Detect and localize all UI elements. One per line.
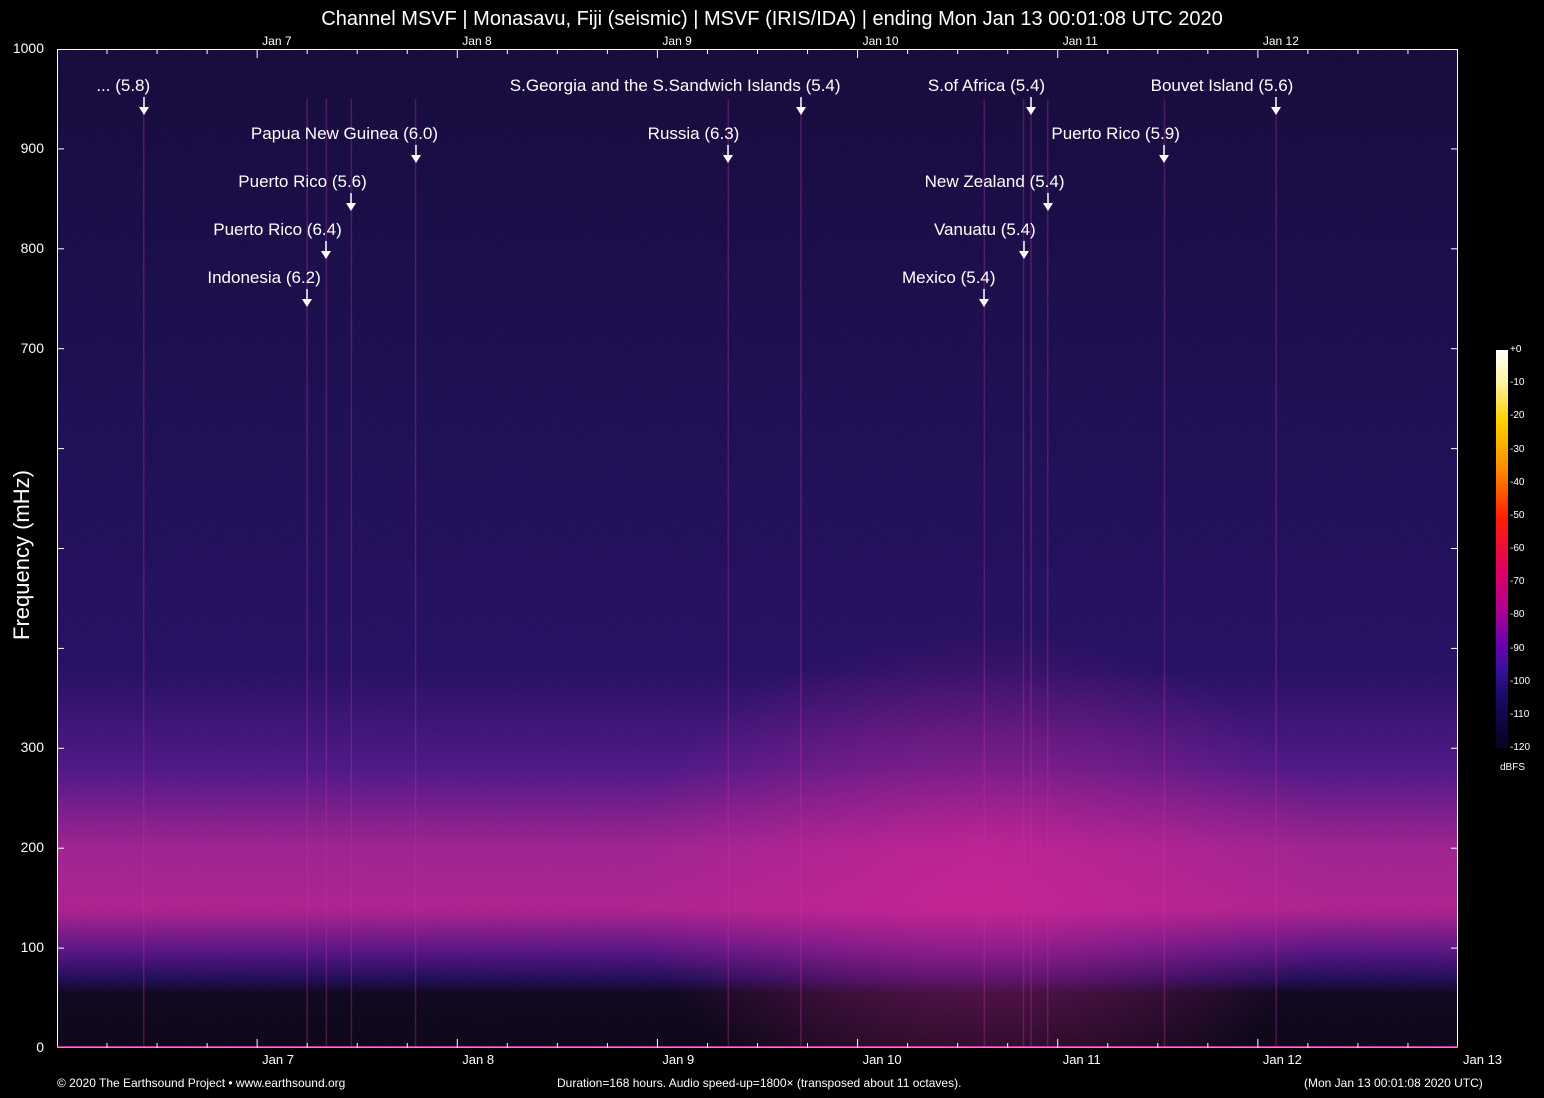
colorbar-tick-label: -10 <box>1510 377 1525 389</box>
event-arrow <box>1018 241 1029 259</box>
x-tick-label: Jan 12 <box>1262 1052 1302 1067</box>
y-tick-label: 1000 <box>12 40 44 56</box>
event-arrow <box>795 97 806 115</box>
x-tick-label-top: Jan 7 <box>262 34 292 48</box>
x-tick-label: Jan 13 <box>1463 1052 1503 1067</box>
spectrogram-plot <box>57 49 1458 1048</box>
x-tick-label-top: Jan 12 <box>1262 34 1299 48</box>
event-label: Indonesia (6.2) <box>207 268 321 287</box>
colorbar-tick-label: -90 <box>1510 642 1525 654</box>
colorbar-tick-label: -20 <box>1510 410 1525 422</box>
colorbar-tick-label: -40 <box>1510 476 1525 488</box>
x-tick-label-top: Jan 8 <box>462 34 492 48</box>
event-label: S.of Africa (5.4) <box>927 76 1046 95</box>
footer-copyright: © 2020 The Earthsound Project • www.eart… <box>57 1076 346 1090</box>
colorbar-tick-label: -30 <box>1510 443 1525 455</box>
event-arrow <box>723 145 734 163</box>
colorbar-tick-label: -100 <box>1510 675 1531 687</box>
event-label: Bouvet Island (5.6) <box>1150 76 1294 95</box>
colorbar <box>1496 350 1508 748</box>
event-arrow <box>1026 97 1037 115</box>
event-label: S.Georgia and the S.Sandwich Islands (5.… <box>509 76 841 95</box>
event-arrow <box>138 97 149 115</box>
event-label: Papua New Guinea (6.0) <box>250 124 439 143</box>
y-axis-label: Frequency (mHz) <box>9 470 34 640</box>
event-arrow <box>1042 193 1053 211</box>
event-label: Mexico (5.4) <box>902 268 996 287</box>
y-tick-label: 800 <box>20 239 44 256</box>
colorbar-tick-label: -60 <box>1510 543 1525 554</box>
event-arrow <box>321 241 332 259</box>
chart-title: Channel MSVF | Monasavu, Fiji (seismic) … <box>321 8 1223 30</box>
x-tick-label-top: Jan 10 <box>862 34 899 48</box>
footer-duration: Duration=168 hours. Audio speed-up=1800×… <box>557 1076 962 1090</box>
y-tick-label: 300 <box>20 739 44 756</box>
footer-timestamp: (Mon Jan 13 00:01:08 2020 UTC) <box>1304 1076 1483 1090</box>
event-label: ... (5.8) <box>96 76 151 95</box>
x-tick-label-top: Jan 9 <box>662 34 692 48</box>
event-label: Puerto Rico (6.4) <box>213 220 342 239</box>
event-arrow <box>1271 97 1282 115</box>
x-tick-label: Jan 8 <box>462 1052 495 1067</box>
spectrogram-noise <box>57 49 1458 1048</box>
event-arrow <box>1159 145 1170 163</box>
y-tick-label: 700 <box>20 339 44 356</box>
event-arrow <box>979 289 990 307</box>
y-tick-label: 0 <box>36 1039 44 1055</box>
y-tick-label: 900 <box>20 139 44 156</box>
x-tick-label: Jan 9 <box>662 1052 695 1067</box>
colorbar-label: dBFS <box>1500 762 1526 773</box>
colorbar-tick-label: -50 <box>1510 509 1525 521</box>
event-label: New Zealand (5.4) <box>924 172 1065 191</box>
event-arrow <box>346 193 357 211</box>
y-tick-label: 200 <box>20 839 44 856</box>
x-tick-label: Jan 11 <box>1062 1052 1101 1067</box>
colorbar-tick-label: -120 <box>1510 742 1531 753</box>
colorbar-tick-label: -70 <box>1510 576 1525 588</box>
colorbar-tick-label: +0 <box>1510 344 1522 355</box>
colorbar-tick-label: -80 <box>1510 609 1525 621</box>
x-tick-label-top: Jan 11 <box>1062 34 1098 48</box>
event-label: Russia (6.3) <box>647 124 740 143</box>
event-label: Puerto Rico (5.6) <box>238 172 367 191</box>
event-label: Vanuatu (5.4) <box>933 220 1036 239</box>
colorbar-tick-label: -110 <box>1510 708 1530 720</box>
y-tick-label: 100 <box>20 939 44 956</box>
event-arrow <box>410 145 421 163</box>
x-tick-label: Jan 10 <box>862 1052 902 1067</box>
event-label: Puerto Rico (5.9) <box>1051 124 1180 143</box>
event-arrow <box>302 289 313 307</box>
x-tick-label: Jan 7 <box>262 1052 294 1067</box>
